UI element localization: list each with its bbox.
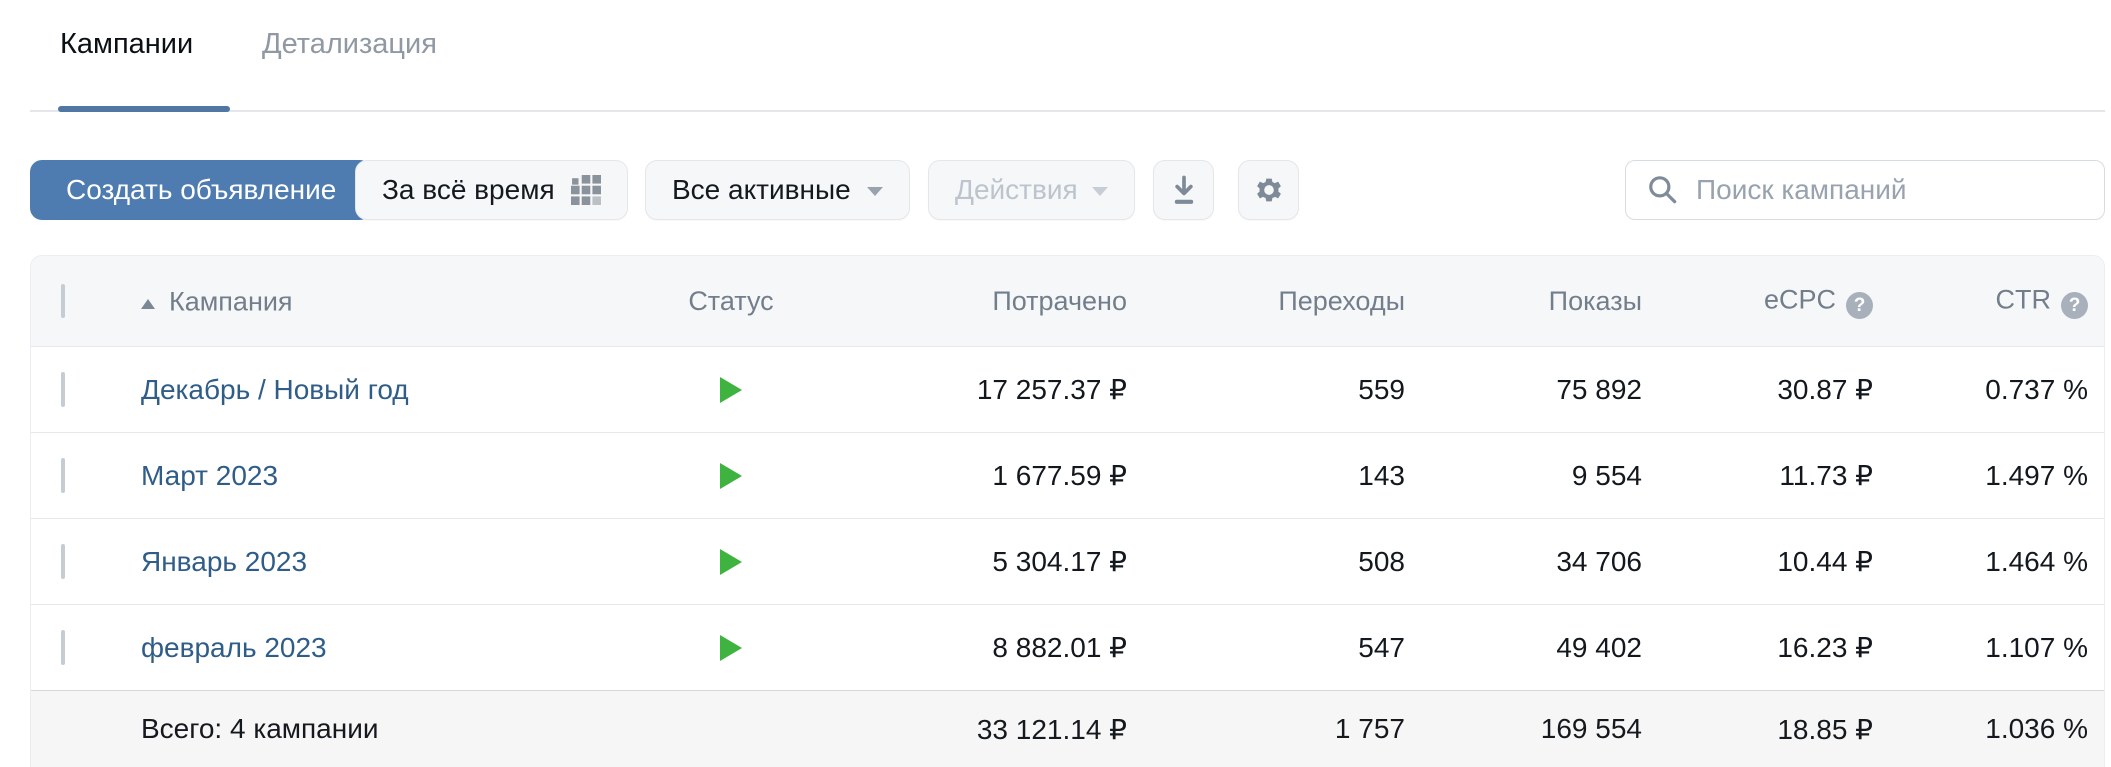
clicks-value: 508 xyxy=(1358,545,1405,577)
period-selector-button[interactable]: За всё время xyxy=(355,160,628,220)
table-row: Март 2023 1 677.59 ₽ 143 9 554 11.73 ₽ 1… xyxy=(31,432,2104,518)
table-row: февраль 2023 8 882.01 ₽ 547 49 402 16.23… xyxy=(31,604,2104,690)
calendar-grid-icon xyxy=(570,175,601,205)
tab-details[interactable]: Детализация xyxy=(262,28,437,60)
totals-label: Всего: 4 кампании xyxy=(141,713,379,744)
impressions-value: 49 402 xyxy=(1556,631,1642,663)
row-checkbox[interactable] xyxy=(61,457,65,493)
column-header-spent[interactable]: Потрачено xyxy=(992,285,1127,316)
row-checkbox[interactable] xyxy=(61,371,65,407)
search-input[interactable] xyxy=(1696,174,2084,206)
total-impressions-value: 169 554 xyxy=(1540,713,1642,744)
export-download-button[interactable] xyxy=(1153,160,1214,220)
column-header-ecpc[interactable]: eCPC? xyxy=(1642,283,1873,320)
search-icon xyxy=(1646,173,1680,207)
impressions-value: 75 892 xyxy=(1556,373,1642,405)
campaign-link[interactable]: Декабрь / Новый год xyxy=(141,373,409,405)
tab-campaigns[interactable]: Кампании xyxy=(60,28,194,60)
status-active-icon[interactable] xyxy=(720,634,742,661)
table-row: Январь 2023 5 304.17 ₽ 508 34 706 10.44 … xyxy=(31,518,2104,604)
campaign-link[interactable]: Март 2023 xyxy=(141,459,279,491)
spent-value: 17 257.37 ₽ xyxy=(976,374,1127,405)
tabs-bar: Кампании Детализация xyxy=(0,0,2111,113)
ctr-value: 0.737 % xyxy=(1985,373,2088,405)
total-clicks-value: 1 757 xyxy=(1334,713,1405,744)
tabs-divider xyxy=(30,110,2105,112)
table-header-row: Кампания Статус Потрачено Переходы Показ… xyxy=(31,256,2104,346)
status-filter-label: Все активные xyxy=(672,174,851,205)
total-spent-value: 33 121.14 ₽ xyxy=(976,713,1127,745)
ecpc-help-icon[interactable]: ? xyxy=(1846,292,1873,320)
ctr-value: 1.497 % xyxy=(1985,459,2088,491)
column-header-clicks[interactable]: Переходы xyxy=(1278,285,1405,316)
status-filter-dropdown[interactable]: Все активные xyxy=(645,160,910,220)
total-ctr-value: 1.036 % xyxy=(1985,713,2088,744)
column-header-campaign[interactable]: Кампания xyxy=(141,285,621,317)
campaigns-table: Кампания Статус Потрачено Переходы Показ… xyxy=(30,255,2105,767)
actions-label: Действия xyxy=(955,174,1078,205)
period-label: За всё время xyxy=(382,174,555,205)
spent-value: 5 304.17 ₽ xyxy=(992,546,1127,577)
chevron-down-icon xyxy=(1091,187,1108,196)
ctr-value: 1.107 % xyxy=(1985,631,2088,663)
select-all-checkbox[interactable] xyxy=(61,283,65,318)
status-active-icon[interactable] xyxy=(720,462,742,489)
ecpc-value: 10.44 ₽ xyxy=(1777,546,1873,577)
ecpc-value: 16.23 ₽ xyxy=(1777,632,1873,663)
column-header-impressions[interactable]: Показы xyxy=(1548,285,1642,316)
search-box xyxy=(1625,160,2105,220)
chevron-down-icon xyxy=(866,187,883,196)
ecpc-value: 30.87 ₽ xyxy=(1777,374,1873,405)
status-active-icon[interactable] xyxy=(720,548,742,575)
campaign-link[interactable]: Январь 2023 xyxy=(141,545,308,577)
row-checkbox[interactable] xyxy=(61,543,65,579)
row-checkbox[interactable] xyxy=(61,629,65,665)
table-totals-row: Всего: 4 кампании 33 121.14 ₽ 1 757 169 … xyxy=(31,690,2104,767)
spent-value: 8 882.01 ₽ xyxy=(992,632,1127,663)
spent-value: 1 677.59 ₽ xyxy=(992,460,1127,491)
impressions-value: 9 554 xyxy=(1571,459,1642,491)
ecpc-value: 11.73 ₽ xyxy=(1779,460,1873,491)
column-header-ctr[interactable]: CTR? xyxy=(1873,283,2104,320)
gear-icon xyxy=(1252,173,1286,207)
impressions-value: 34 706 xyxy=(1556,545,1642,577)
settings-button[interactable] xyxy=(1238,160,1299,220)
create-ad-button[interactable]: Создать объявление xyxy=(30,160,373,220)
download-icon xyxy=(1168,174,1200,206)
actions-dropdown-disabled: Действия xyxy=(928,160,1135,220)
ctr-value: 1.464 % xyxy=(1985,545,2088,577)
clicks-value: 559 xyxy=(1358,373,1405,405)
total-ecpc-value: 18.85 ₽ xyxy=(1777,713,1873,745)
table-row: Декабрь / Новый год 17 257.37 ₽ 559 75 8… xyxy=(31,346,2104,432)
create-ad-label: Создать объявление xyxy=(66,174,337,205)
clicks-value: 547 xyxy=(1358,631,1405,663)
active-tab-underline xyxy=(58,106,230,112)
clicks-value: 143 xyxy=(1358,459,1405,491)
status-active-icon[interactable] xyxy=(720,376,742,403)
column-header-status[interactable]: Статус xyxy=(688,285,774,316)
sort-ascending-icon xyxy=(141,298,155,309)
campaign-link[interactable]: февраль 2023 xyxy=(141,631,327,663)
ctr-help-icon[interactable]: ? xyxy=(2061,292,2088,320)
